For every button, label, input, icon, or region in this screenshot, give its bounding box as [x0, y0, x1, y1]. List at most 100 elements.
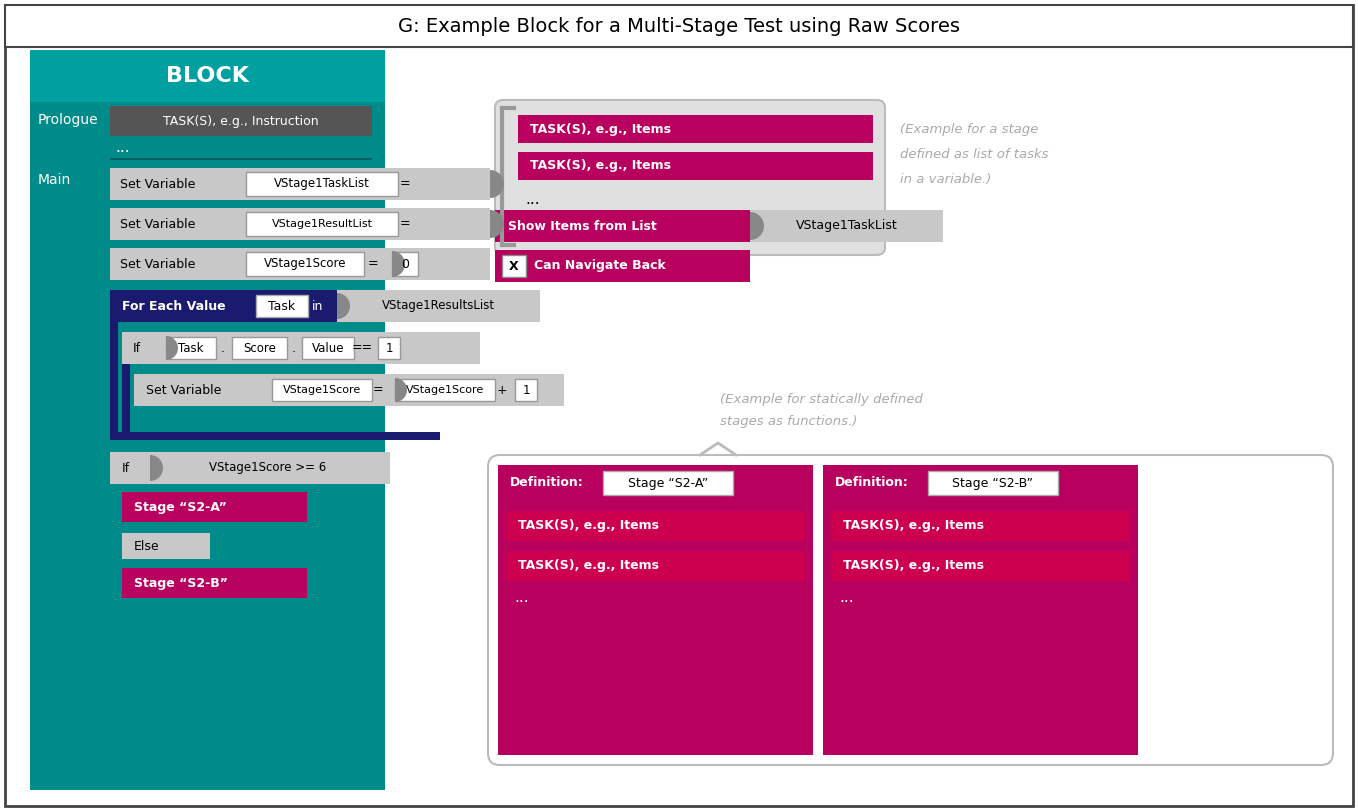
Polygon shape	[166, 336, 178, 360]
Bar	[232, 337, 287, 359]
Bar	[166, 337, 216, 359]
Bar	[110, 290, 540, 322]
Polygon shape	[149, 455, 163, 481]
Text: For Each Value: For Each Value	[122, 299, 225, 312]
Text: ==: ==	[352, 341, 372, 354]
Text: .: .	[221, 341, 225, 354]
Text: Show Items from List: Show Items from List	[508, 220, 657, 233]
Text: Stage “S2-B”: Stage “S2-B”	[134, 577, 228, 590]
Bar	[122, 364, 130, 432]
Text: Stage “S2-A”: Stage “S2-A”	[134, 500, 227, 513]
Bar	[392, 252, 418, 276]
Polygon shape	[490, 210, 504, 238]
Text: (Example for statically defined: (Example for statically defined	[720, 393, 922, 406]
Bar	[502, 255, 526, 277]
Bar	[496, 210, 750, 242]
Text: 0: 0	[401, 258, 409, 271]
Text: If: If	[122, 461, 130, 474]
Text: If: If	[133, 341, 141, 354]
Bar	[272, 379, 372, 401]
Text: =: =	[372, 384, 383, 397]
Bar	[149, 452, 390, 484]
Polygon shape	[392, 251, 405, 277]
Text: ...: ...	[839, 590, 854, 604]
Bar	[831, 551, 1130, 581]
Text: TASK(S), e.g., Items: TASK(S), e.g., Items	[530, 122, 671, 135]
Bar	[507, 551, 805, 581]
Bar	[823, 465, 1138, 755]
Text: =: =	[368, 258, 379, 271]
Polygon shape	[490, 170, 504, 198]
Bar	[122, 533, 210, 559]
Bar	[257, 295, 308, 317]
Bar	[507, 511, 805, 541]
Text: ...: ...	[513, 590, 528, 604]
Bar	[603, 471, 733, 495]
Text: TASK(S), e.g., Items: TASK(S), e.g., Items	[843, 520, 985, 533]
Bar	[110, 106, 372, 136]
Text: Main: Main	[38, 173, 71, 187]
Text: VStage1ResultList: VStage1ResultList	[272, 219, 372, 229]
Bar	[5, 5, 1353, 47]
Text: VStage1Score: VStage1Score	[406, 385, 483, 395]
Text: Set Variable: Set Variable	[120, 258, 196, 271]
Text: Task: Task	[178, 341, 204, 354]
Bar	[337, 290, 540, 322]
Bar	[831, 505, 1130, 743]
Text: TASK(S), e.g., Items: TASK(S), e.g., Items	[517, 520, 659, 533]
Bar	[110, 168, 490, 200]
Text: Task: Task	[269, 299, 296, 312]
Bar	[110, 158, 372, 160]
Bar	[498, 465, 813, 755]
Text: in: in	[312, 299, 323, 312]
Bar	[517, 152, 873, 180]
Bar	[246, 212, 398, 236]
Text: G: Example Block for a Multi-Stage Test using Raw Scores: G: Example Block for a Multi-Stage Test …	[398, 16, 960, 36]
Text: BLOCK: BLOCK	[166, 66, 249, 86]
Bar	[831, 511, 1130, 541]
Bar	[395, 379, 496, 401]
Text: 1: 1	[523, 384, 530, 397]
Text: TASK(S), e.g., Items: TASK(S), e.g., Items	[517, 560, 659, 573]
Text: TASK(S), e.g., Instruction: TASK(S), e.g., Instruction	[163, 114, 319, 127]
Bar	[515, 379, 536, 401]
Text: Score: Score	[243, 341, 277, 354]
Bar	[122, 332, 479, 364]
Text: TASK(S), e.g., Items: TASK(S), e.g., Items	[843, 560, 985, 573]
Text: Stage “S2-B”: Stage “S2-B”	[952, 477, 1033, 490]
Text: VStage1TaskList: VStage1TaskList	[796, 220, 898, 233]
FancyBboxPatch shape	[488, 455, 1334, 765]
Text: Definition:: Definition:	[835, 477, 909, 490]
Bar	[378, 337, 401, 359]
Bar	[110, 248, 490, 280]
Bar	[301, 337, 354, 359]
Text: Else: Else	[134, 539, 160, 552]
Bar	[122, 492, 307, 522]
Text: X: X	[509, 260, 519, 272]
Text: ...: ...	[526, 192, 539, 208]
Text: (Example for a stage: (Example for a stage	[900, 123, 1039, 136]
Text: VStage1ResultsList: VStage1ResultsList	[382, 299, 494, 312]
Bar	[517, 115, 873, 143]
Text: VStage1TaskList: VStage1TaskList	[274, 178, 369, 191]
Polygon shape	[750, 212, 765, 240]
Text: Definition:: Definition:	[511, 477, 584, 490]
Polygon shape	[337, 293, 350, 319]
Text: VStage1Score >= 6: VStage1Score >= 6	[209, 461, 327, 474]
Text: =: =	[399, 178, 410, 191]
Text: defined as list of tasks: defined as list of tasks	[900, 148, 1048, 161]
Polygon shape	[395, 378, 407, 402]
Bar	[496, 250, 750, 282]
Bar	[110, 615, 382, 623]
Bar	[134, 374, 564, 406]
Bar	[110, 322, 118, 432]
Text: stages as functions.): stages as functions.)	[720, 415, 857, 428]
Bar	[110, 432, 440, 440]
Text: in a variable.): in a variable.)	[900, 174, 991, 187]
Bar	[246, 172, 398, 196]
Bar	[30, 50, 386, 790]
Text: Prologue: Prologue	[38, 113, 99, 127]
Text: =: =	[399, 217, 410, 230]
Text: .: .	[292, 341, 296, 354]
Text: VStage1Score: VStage1Score	[282, 385, 361, 395]
